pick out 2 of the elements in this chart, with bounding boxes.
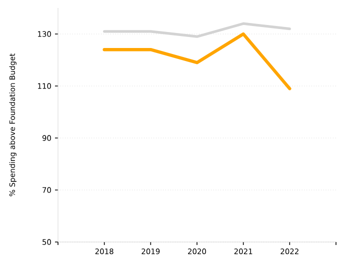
- line-series: [103, 22, 291, 38]
- line-series: [102, 32, 292, 90]
